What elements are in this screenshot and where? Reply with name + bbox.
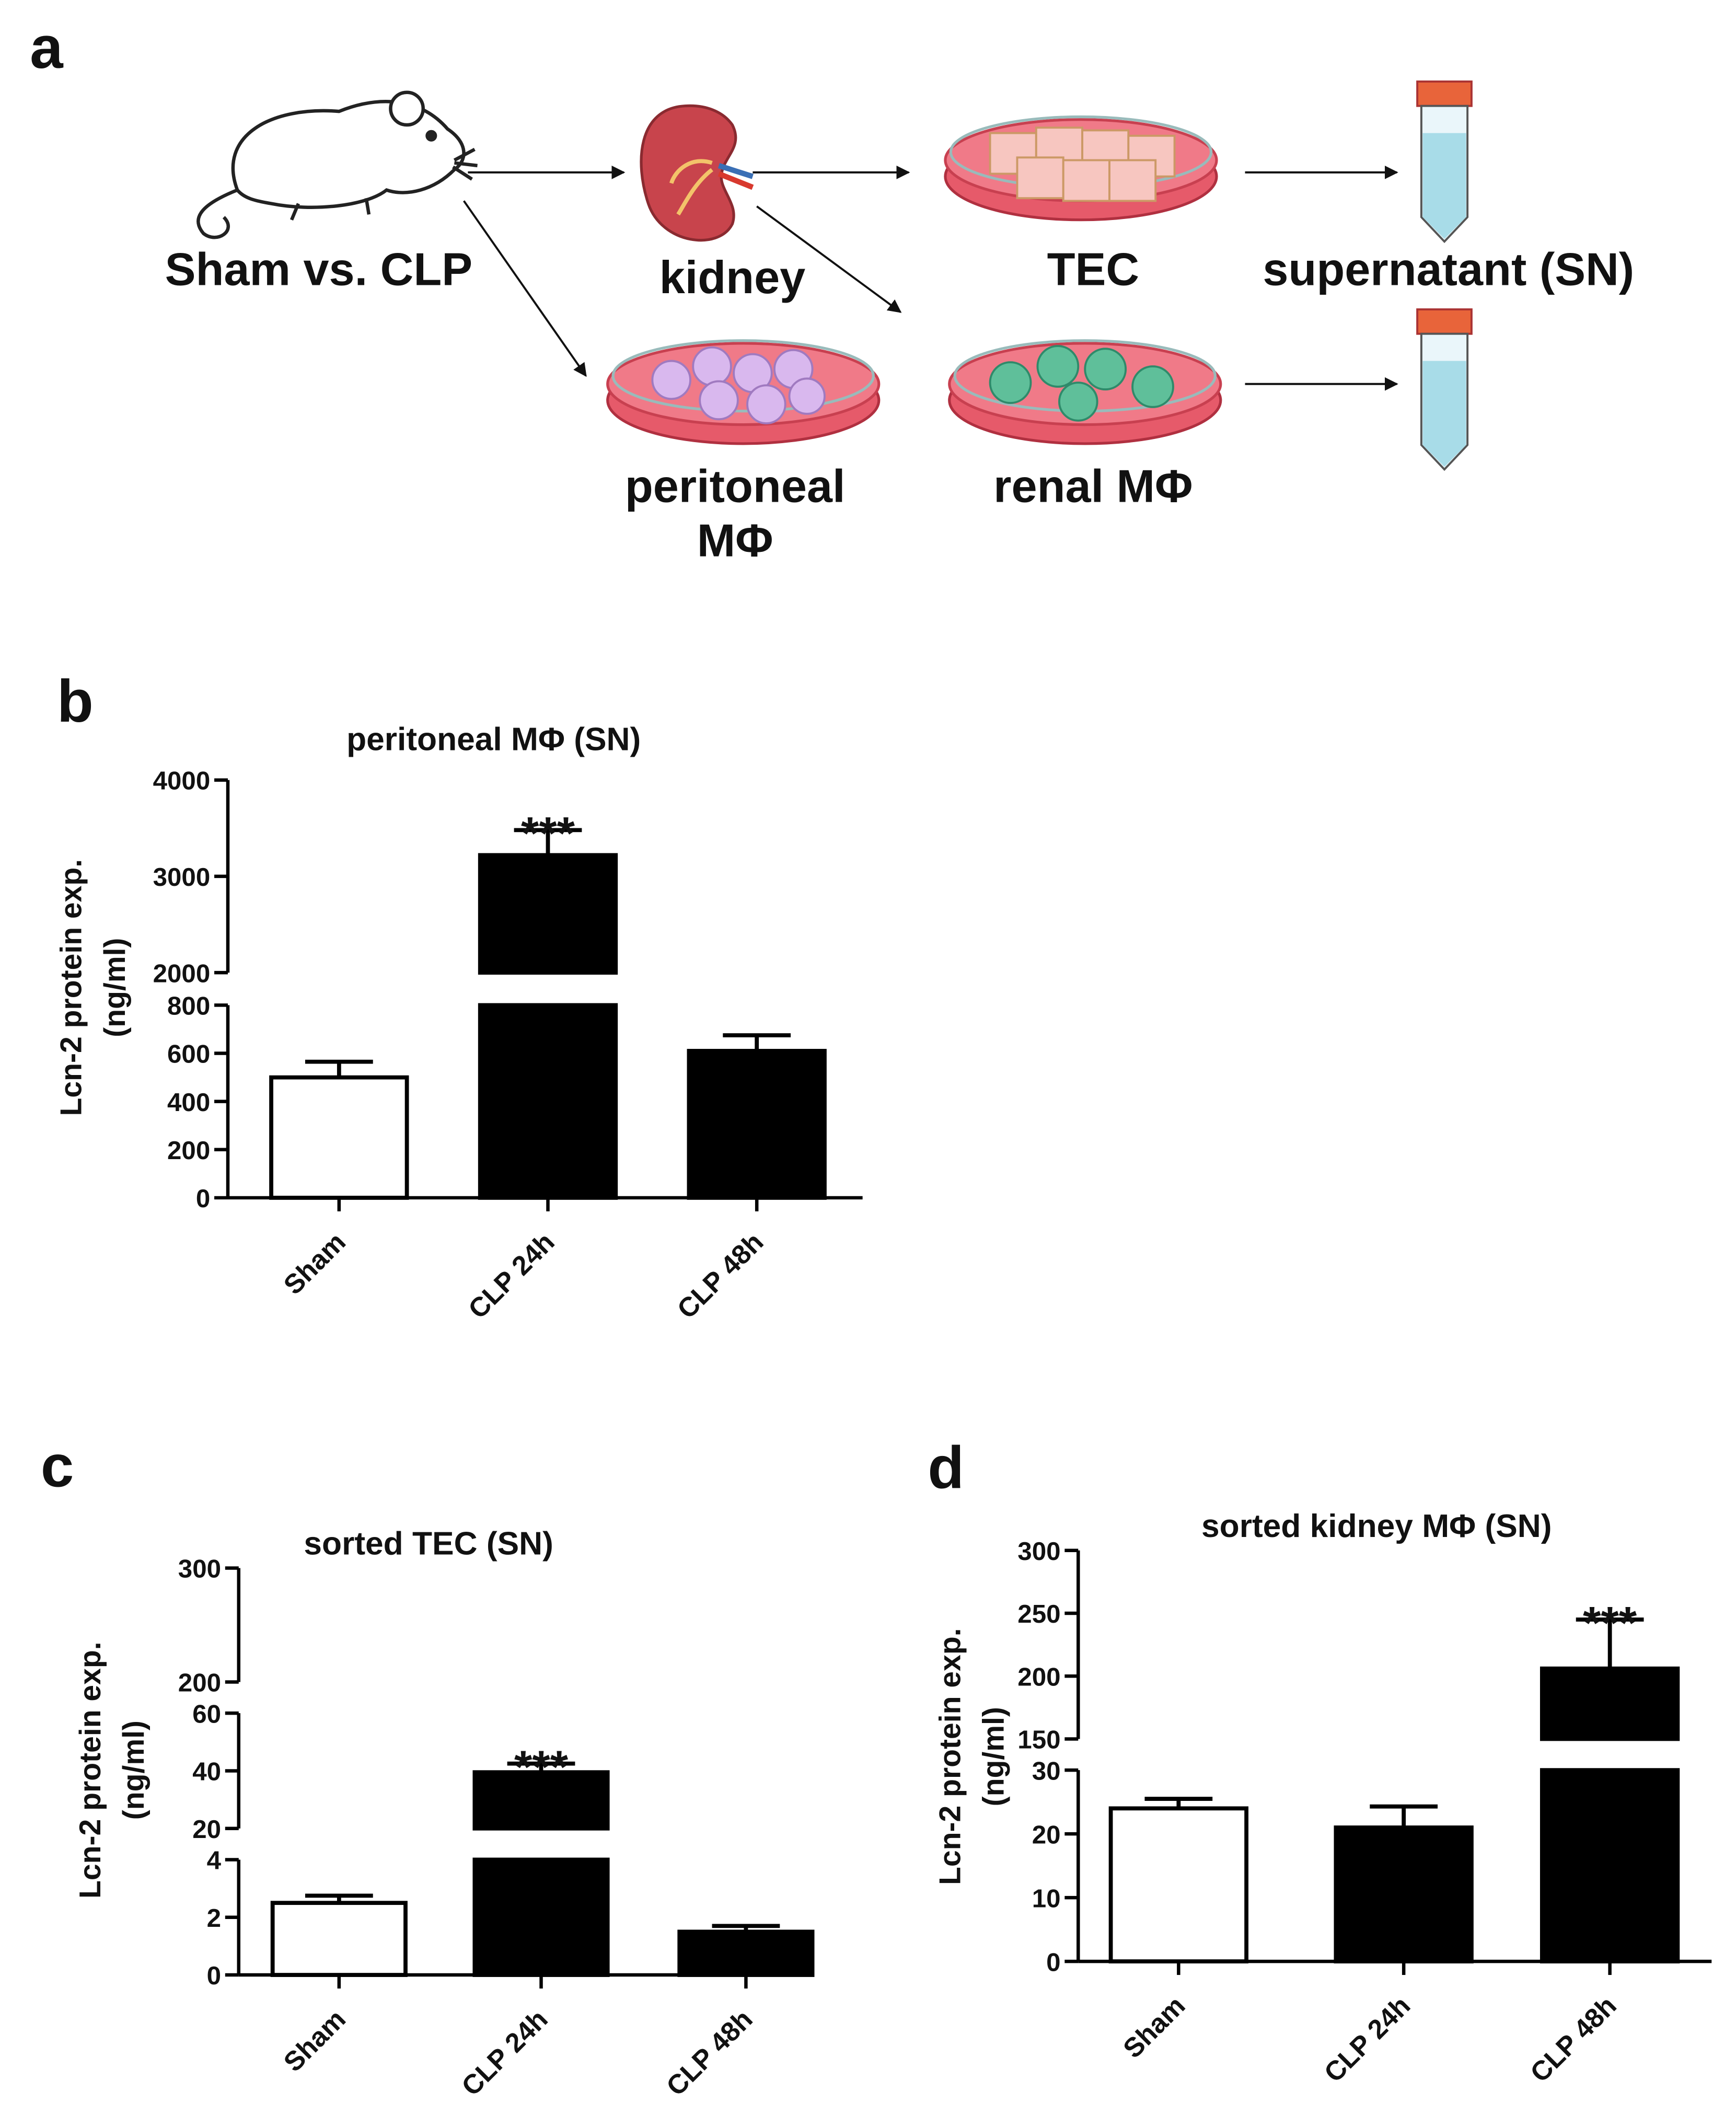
y-tick-label: 400 xyxy=(167,1088,210,1117)
y-tick-label: 0 xyxy=(1046,1948,1060,1976)
y-tick-label: 2 xyxy=(207,1904,221,1933)
x-tick-label: CLP 48h xyxy=(661,2004,758,2101)
x-tick-label: Sham xyxy=(1117,1990,1191,2064)
diagram-label: kidney xyxy=(659,251,806,303)
y-axis-label: (ng/ml) xyxy=(117,1720,151,1820)
error-bar xyxy=(305,1059,373,1078)
y-tick-label: 2000 xyxy=(153,959,211,988)
bar xyxy=(677,1929,815,1977)
y-tick-label: 300 xyxy=(178,1555,221,1583)
bar xyxy=(478,1003,618,1200)
x-tick-label: CLP 48h xyxy=(671,1227,769,1324)
error-bar xyxy=(1144,1797,1213,1809)
y-tick-label: 40 xyxy=(192,1758,221,1786)
panel-label: b xyxy=(57,668,94,735)
dish-tec xyxy=(944,115,1218,222)
mouse-icon xyxy=(196,90,478,239)
diagram-label: peritoneal xyxy=(625,460,846,512)
y-axis-label: (ng/ml) xyxy=(977,1707,1011,1806)
significance: *** xyxy=(521,807,575,859)
significance: *** xyxy=(1583,1597,1637,1648)
chart-title: sorted kidney MΦ (SN) xyxy=(1201,1508,1552,1544)
y-axis-label: Lcn-2 protein exp. xyxy=(74,1642,107,1899)
y-tick-label: 4000 xyxy=(153,767,211,795)
y-tick-label: 20 xyxy=(192,1815,221,1844)
x-tick-label: CLP 24h xyxy=(456,2004,553,2101)
y-tick-label: 800 xyxy=(167,992,210,1021)
dish-peritoneal xyxy=(606,339,881,445)
significance: *** xyxy=(514,1741,569,1793)
x-tick-label: CLP 24h xyxy=(462,1227,560,1324)
y-tick-label: 250 xyxy=(1017,1600,1060,1628)
dish-renal xyxy=(948,339,1222,445)
bar xyxy=(472,1857,610,1977)
panel-label: a xyxy=(30,15,64,81)
bar xyxy=(1334,1825,1474,1963)
bar xyxy=(270,1901,408,1977)
y-tick-label: 200 xyxy=(1017,1662,1060,1691)
x-tick-label: CLP 48h xyxy=(1524,1990,1622,2088)
bar xyxy=(269,1075,409,1200)
chart-title: sorted TEC (SN) xyxy=(304,1526,553,1562)
y-tick-label: 20 xyxy=(1032,1820,1061,1849)
panel-label: c xyxy=(41,1434,74,1500)
y-tick-label: 3000 xyxy=(153,863,211,892)
y-tick-label: 200 xyxy=(178,1669,221,1697)
error-bar xyxy=(514,828,582,856)
x-tick-label: CLP 24h xyxy=(1318,1990,1416,2088)
y-tick-label: 0 xyxy=(196,1184,210,1213)
bar xyxy=(1540,1768,1680,1963)
error-bar xyxy=(723,1033,791,1051)
tube-icon xyxy=(1416,308,1473,471)
diagram-label: MΦ xyxy=(697,514,773,566)
y-tick-label: 30 xyxy=(1032,1756,1061,1785)
y-tick-label: 600 xyxy=(167,1040,210,1069)
y-tick-label: 4 xyxy=(207,1846,222,1875)
y-tick-label: 0 xyxy=(207,1961,221,1990)
x-tick-label: Sham xyxy=(277,1227,351,1300)
bar xyxy=(1108,1806,1248,1963)
diagram-label: supernatant (SN) xyxy=(1263,243,1634,295)
panel-label: d xyxy=(928,1435,964,1501)
y-tick-label: 10 xyxy=(1032,1884,1061,1913)
error-bar xyxy=(305,1893,373,1903)
error-bar xyxy=(1576,1617,1644,1669)
y-axis-label: (ng/ml) xyxy=(98,938,132,1037)
diagram-label: TEC xyxy=(1047,243,1139,295)
bar xyxy=(687,1049,827,1200)
error-bar xyxy=(507,1761,575,1773)
diagram-label: Sham vs. CLP xyxy=(165,243,472,295)
tube-icon xyxy=(1416,80,1473,244)
y-tick-label: 150 xyxy=(1017,1726,1060,1754)
chart-title: peritoneal MΦ (SN) xyxy=(346,721,641,757)
arrows xyxy=(463,165,1398,391)
x-tick-label: Sham xyxy=(277,2004,351,2077)
error-bar xyxy=(712,1924,780,1932)
y-axis-label: Lcn-2 protein exp. xyxy=(933,1628,967,1885)
kidney-icon xyxy=(640,104,754,242)
bar xyxy=(472,1770,610,1831)
bar xyxy=(1540,1666,1680,1741)
y-tick-label: 60 xyxy=(192,1700,221,1728)
error-bar xyxy=(1370,1804,1438,1828)
y-tick-label: 300 xyxy=(1017,1537,1060,1566)
diagram-label: renal MΦ xyxy=(993,460,1193,512)
y-tick-label: 200 xyxy=(167,1136,210,1165)
bar xyxy=(478,853,618,975)
y-axis-label: Lcn-2 protein exp. xyxy=(55,859,88,1116)
